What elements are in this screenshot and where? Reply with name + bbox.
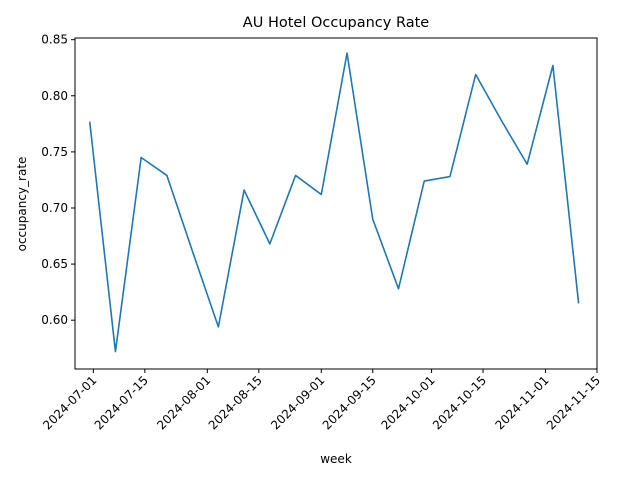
- y-tick-label: 0.65: [41, 257, 68, 271]
- x-tick-label: 2024-07-01: [40, 373, 99, 432]
- x-tick-label: 2024-08-01: [154, 373, 213, 432]
- y-axis-label: occupancy_rate: [15, 157, 29, 252]
- y-tick-label: 0.75: [41, 145, 68, 159]
- x-tick-label: 2024-09-01: [268, 373, 327, 432]
- y-tick-label: 0.60: [41, 313, 68, 327]
- x-tick-label: 2024-09-15: [320, 373, 379, 432]
- y-tick-label: 0.70: [41, 201, 68, 215]
- plot-area: [74, 37, 598, 370]
- y-tick-label: 0.85: [41, 33, 68, 47]
- x-tick-label: 2024-11-01: [492, 373, 551, 432]
- x-tick-label: 2024-11-15: [544, 373, 603, 432]
- x-tick-label: 2024-08-15: [206, 373, 265, 432]
- plot-frame: [74, 37, 598, 370]
- x-tick-label: 2024-07-15: [92, 373, 151, 432]
- x-axis-label: week: [320, 452, 352, 466]
- y-axis: 0.60 0.65 0.70 0.75 0.80 0.85: [41, 33, 75, 327]
- y-tick-label: 0.80: [41, 89, 68, 103]
- series-line-0: [88, 52, 580, 353]
- x-tick-label: 2024-10-01: [378, 373, 437, 432]
- x-tick-label: 2024-10-15: [430, 373, 489, 432]
- chart-title: AU Hotel Occupancy Rate: [243, 15, 429, 31]
